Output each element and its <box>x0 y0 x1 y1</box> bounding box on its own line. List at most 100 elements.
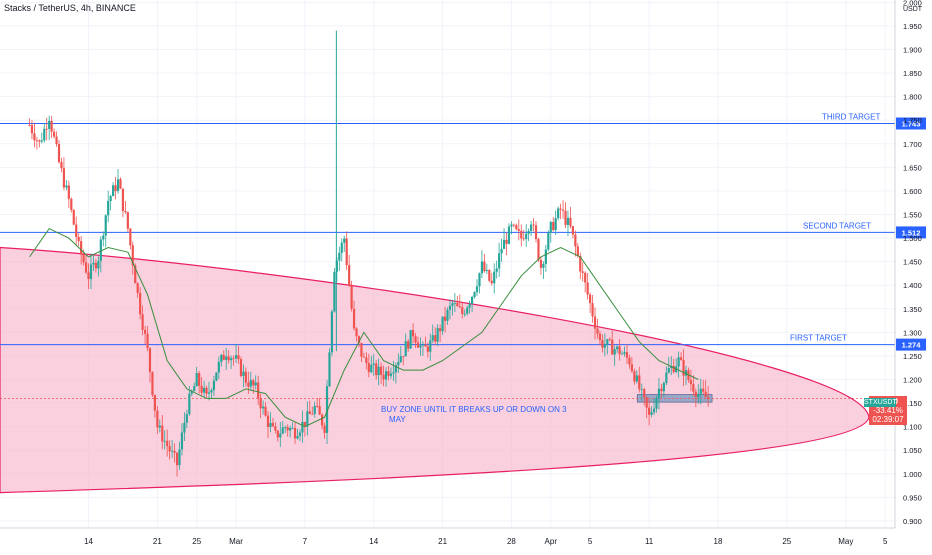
candle-body <box>677 357 680 367</box>
candle-body <box>436 328 439 342</box>
candle-body <box>652 408 656 413</box>
x-tick-label: 18 <box>714 537 723 546</box>
candle-body <box>537 239 540 260</box>
candle-body <box>171 450 174 452</box>
candle-body <box>357 336 361 343</box>
candle-body <box>143 329 147 334</box>
candle-body <box>348 265 351 286</box>
candle-body <box>407 341 410 349</box>
y-tick-label: 1.000 <box>903 470 922 479</box>
candle-body <box>416 342 420 348</box>
candle-body <box>411 330 415 337</box>
candle-body <box>495 268 498 272</box>
candle-body <box>40 140 43 142</box>
candle-body <box>116 179 120 192</box>
chart-title: Stacks / TetherUS, 4h, BINANCE <box>4 3 136 13</box>
candle-body <box>620 353 624 355</box>
candle-body <box>564 210 567 225</box>
candle-body <box>104 215 107 236</box>
candle-body <box>424 344 427 347</box>
candle-body <box>515 225 518 230</box>
candle-body <box>119 179 122 189</box>
candle-body <box>225 356 228 360</box>
candle-body <box>655 398 658 409</box>
candle-body <box>72 209 75 225</box>
candle-body <box>510 224 513 227</box>
candle-body <box>234 355 238 359</box>
candle-body <box>421 344 425 346</box>
candle-body <box>338 252 341 261</box>
candle-body <box>215 372 218 381</box>
candle-body <box>542 263 545 268</box>
x-tick-label: 25 <box>782 537 791 546</box>
candle-body <box>352 308 356 329</box>
candle-body <box>446 309 449 321</box>
target-price-badge <box>896 117 926 130</box>
y-tick-label: 1.650 <box>903 163 922 172</box>
candle-body <box>35 140 38 142</box>
candle-body <box>173 450 176 453</box>
candle-body <box>566 217 570 225</box>
candle-body <box>198 373 201 386</box>
candle-body <box>210 390 213 393</box>
candle-body <box>121 188 125 211</box>
candle-body <box>141 314 144 330</box>
candle-body <box>702 388 705 392</box>
candle-body <box>434 335 437 342</box>
candle-body <box>650 412 653 415</box>
candle-body <box>301 421 304 433</box>
candle-body <box>589 294 592 304</box>
candle-body <box>153 394 157 411</box>
y-tick-label: 1.300 <box>903 328 922 337</box>
candle-body <box>576 246 579 256</box>
candle-body <box>574 234 577 247</box>
candle-body <box>242 371 245 376</box>
target-name: THIRD TARGET <box>822 113 880 122</box>
x-tick-label: Apr <box>545 537 558 546</box>
candle-body <box>505 239 508 244</box>
candle-body <box>306 411 309 427</box>
candle-body <box>232 358 235 359</box>
candle-body <box>662 383 665 392</box>
candle-body <box>392 372 395 374</box>
candle-body <box>488 269 491 281</box>
candle-body <box>274 426 277 431</box>
candle-body <box>55 136 58 144</box>
candle-body <box>188 393 191 415</box>
candle-body <box>603 344 606 348</box>
target-price: 1.274 <box>902 341 922 350</box>
candle-body <box>375 363 378 376</box>
candle-body <box>657 388 661 399</box>
candle-body <box>672 365 675 373</box>
candle-body <box>244 371 247 383</box>
candle-body <box>161 425 164 442</box>
candle-body <box>527 230 530 234</box>
candle-body <box>500 248 503 254</box>
candle-body <box>571 226 574 235</box>
candle-body <box>87 272 90 280</box>
symbol-badge: STXUSDT <box>864 398 897 407</box>
candle-body <box>193 386 196 392</box>
candle-body <box>441 316 444 332</box>
candle-body <box>640 389 643 390</box>
candle-body <box>579 255 582 272</box>
candle-body <box>360 342 363 357</box>
candle-body <box>502 239 506 249</box>
candle-body <box>635 375 638 382</box>
candle-body <box>281 427 284 434</box>
candle-body <box>311 413 314 415</box>
candle-body <box>468 304 471 308</box>
candle-body <box>493 271 496 284</box>
candle-body <box>166 440 169 447</box>
y-tick-label: 1.750 <box>903 116 922 125</box>
candle-body <box>298 432 302 437</box>
candle-body <box>38 140 41 142</box>
candle-body <box>397 361 400 366</box>
candle-body <box>136 283 139 293</box>
candle-body <box>559 208 562 210</box>
candle-body <box>470 296 474 305</box>
candle-body <box>402 356 405 358</box>
candle-body <box>207 392 211 394</box>
candle-body <box>212 380 216 391</box>
